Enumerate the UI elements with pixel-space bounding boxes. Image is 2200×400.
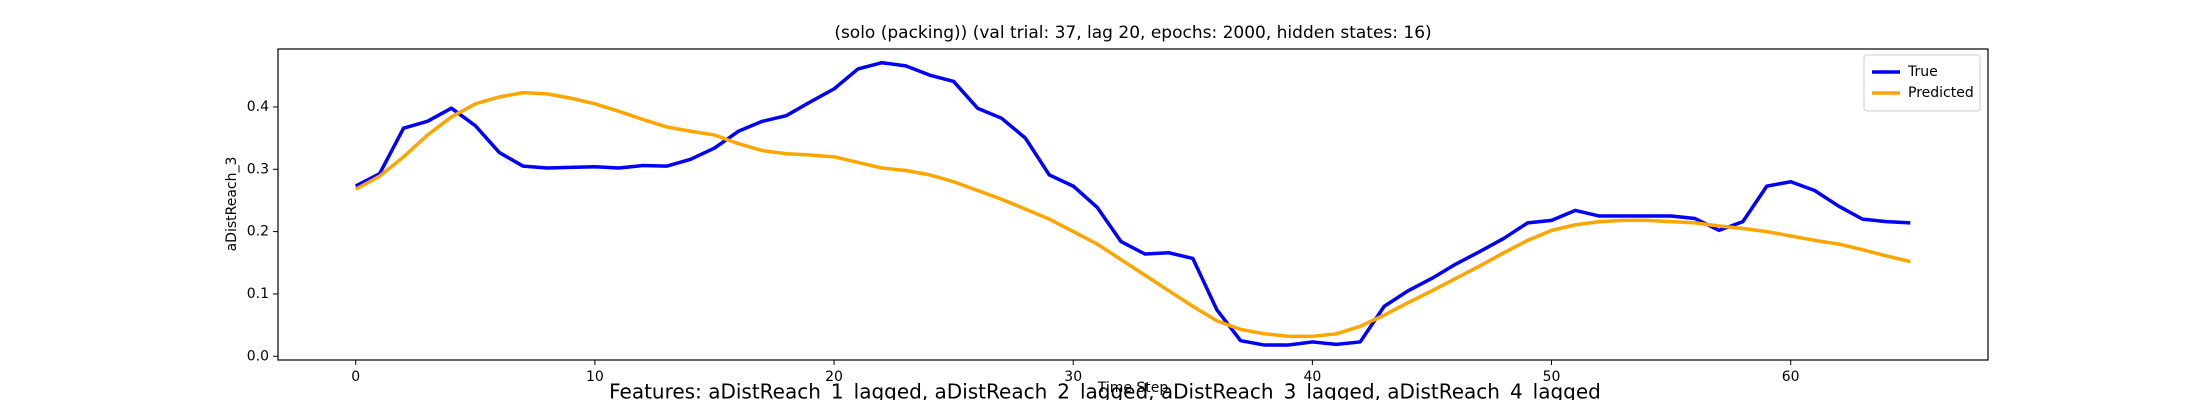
y-tick-label: 0.0 [247,348,269,364]
x-tick-label: 60 [1782,369,1800,385]
chart-title: (solo (packing)) (val trial: 37, lag 20,… [834,23,1431,43]
x-tick-label: 50 [1543,369,1561,385]
y-tick-label: 0.4 [247,99,269,115]
footer-text: Features: aDistReach_1_lagged, aDistReac… [609,380,1601,400]
y-axis-label: aDistReach_3 [224,157,240,252]
x-tick-label: 10 [586,369,604,385]
legend-label: True [1907,64,1938,80]
x-tick-label: 0 [351,369,360,385]
x-tick-label: 20 [825,369,843,385]
x-tick-label: 40 [1303,369,1321,385]
data-line [354,90,1911,339]
x-tick-label: 30 [1064,369,1082,385]
plot-frame [277,48,1989,361]
y-tick-label: 0.1 [247,286,269,302]
data-line [354,60,1911,347]
x-axis-label: Time Step [1097,380,1169,396]
legend-box [1863,54,1981,112]
y-tick-label: 0.3 [247,161,269,177]
y-tick-label: 0.2 [247,224,269,240]
legend-label: Predicted [1908,85,1974,101]
